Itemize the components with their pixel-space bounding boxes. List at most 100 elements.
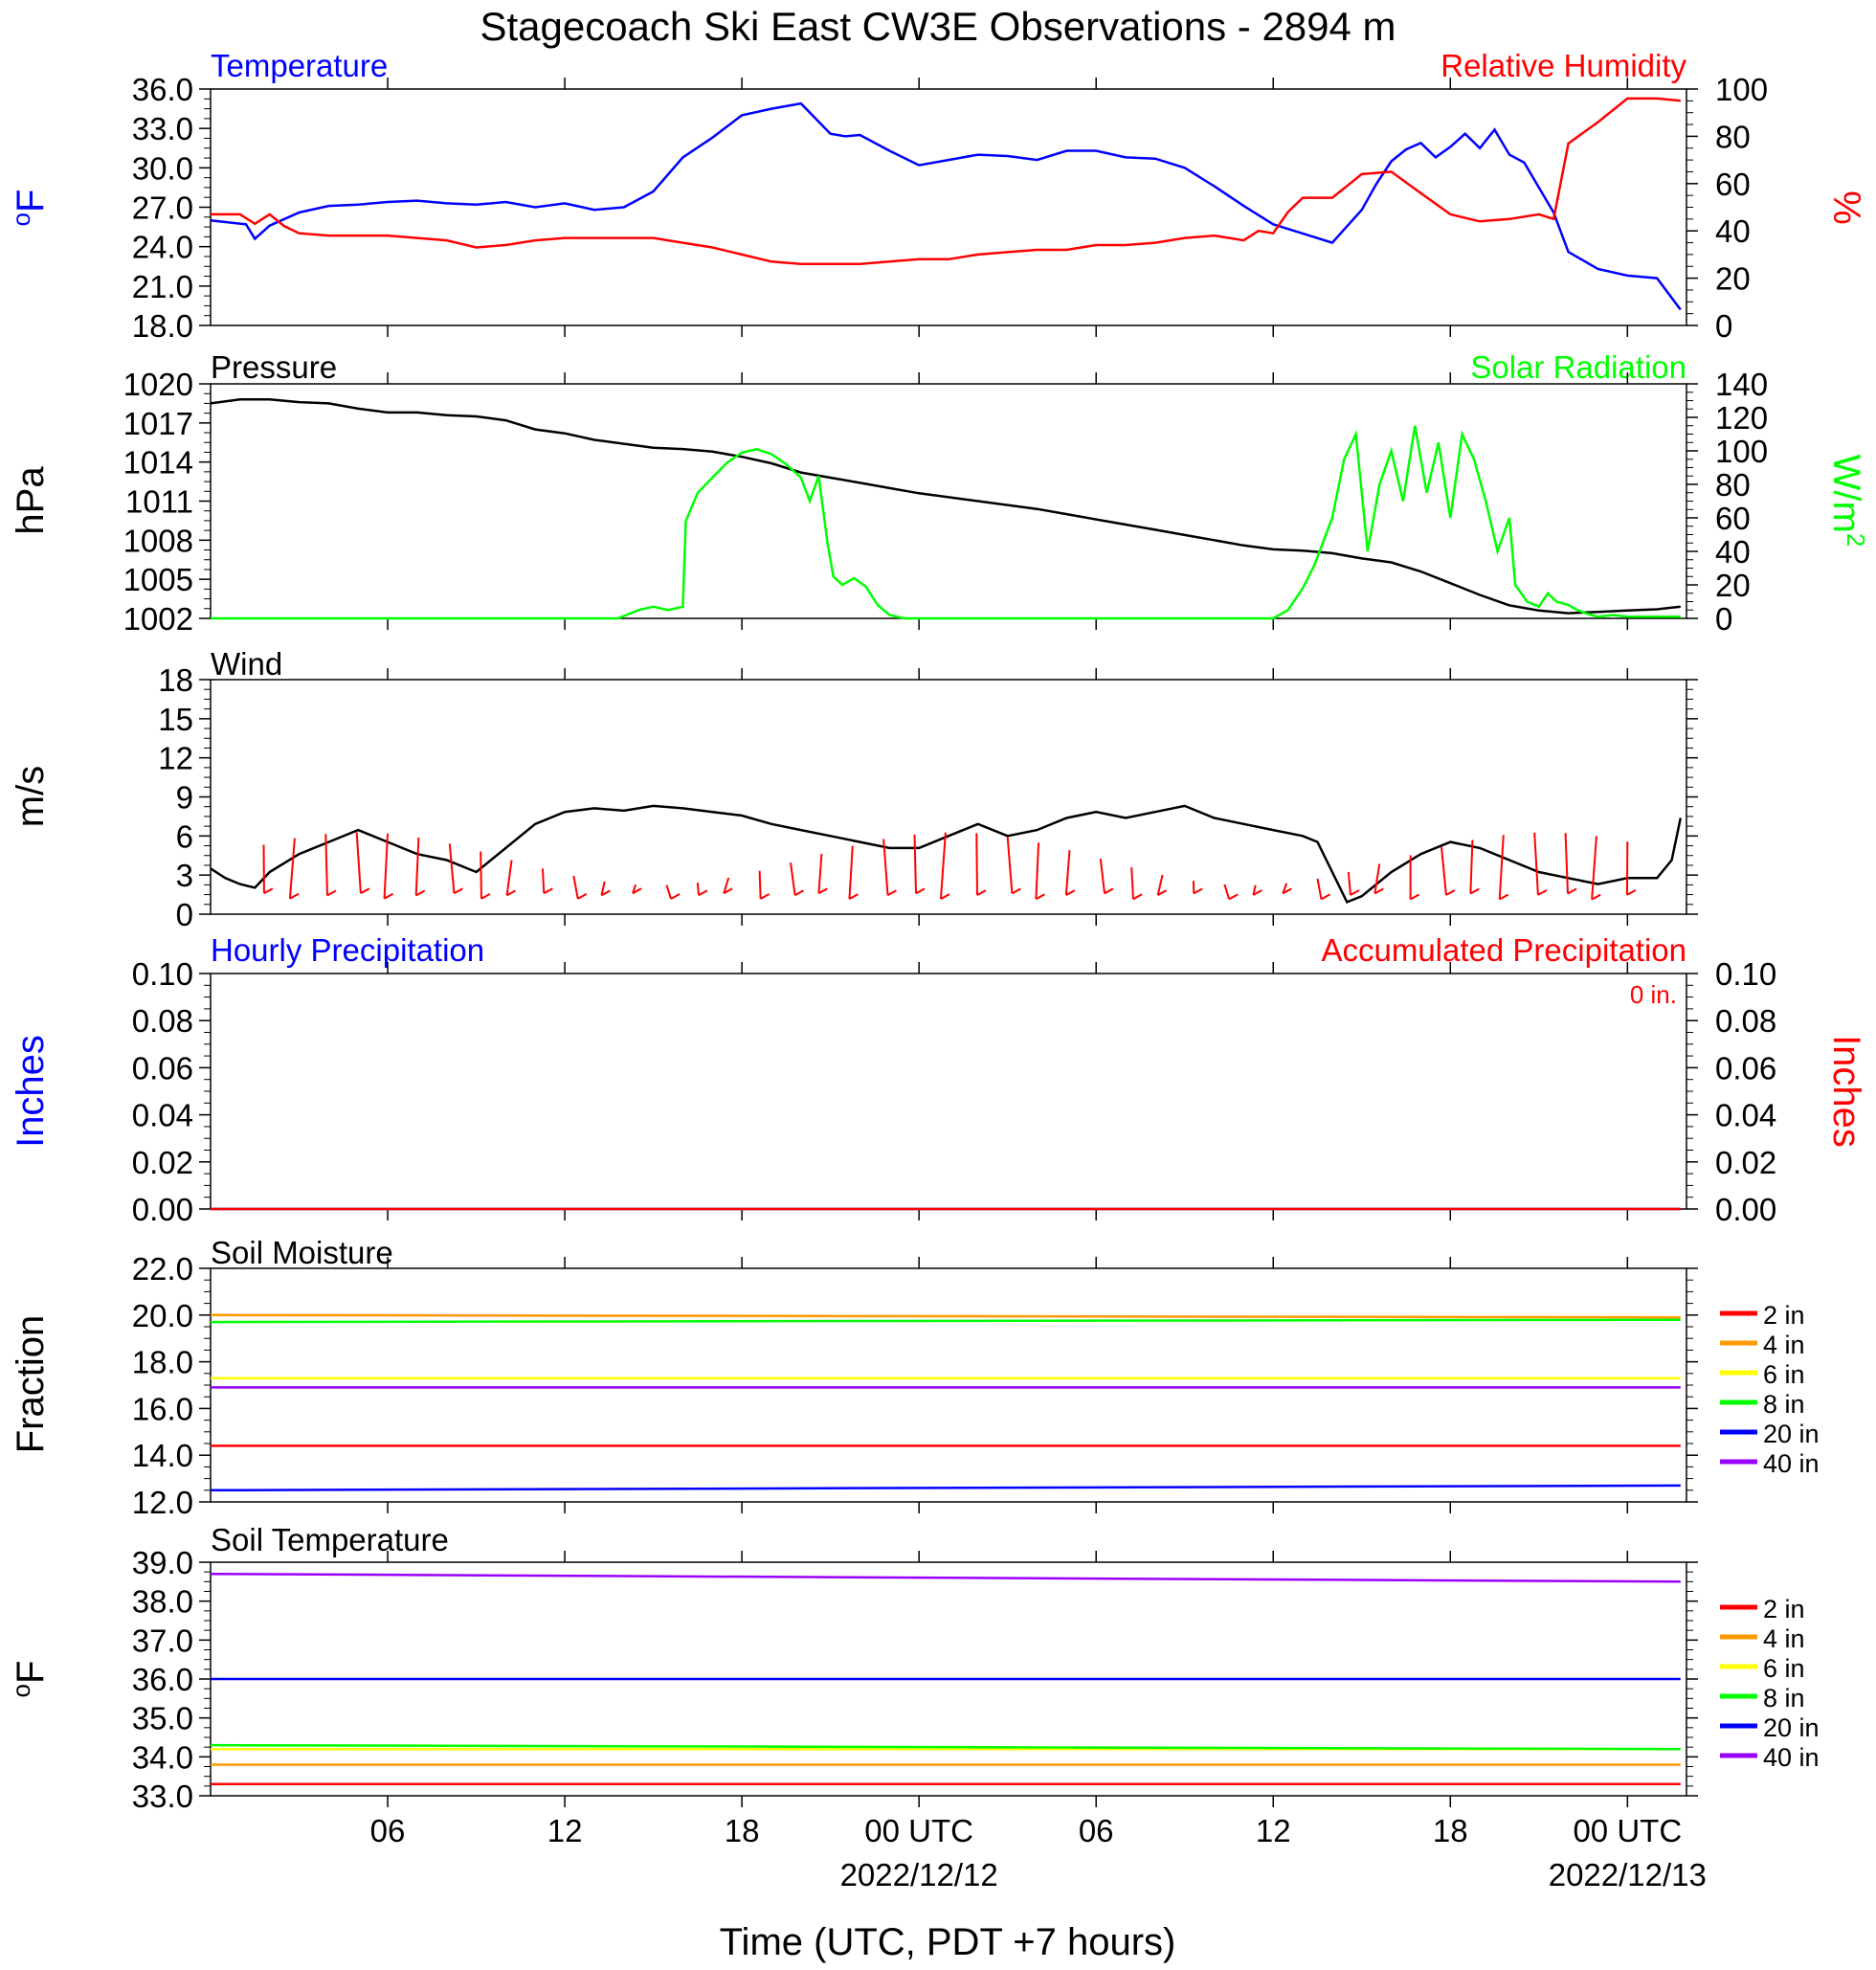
press-y-tick-label: 1005	[123, 562, 193, 597]
precip-y-tick-label: 0.02	[132, 1145, 193, 1180]
wind-barb-flag	[1445, 889, 1456, 896]
wind-barb-flag	[723, 887, 733, 895]
soilm-legend-label: 2 in	[1763, 1301, 1805, 1330]
soilt-y-tick-label: 34.0	[132, 1739, 193, 1775]
wind-barb	[939, 832, 947, 900]
soilm-y-tick-label: 12.0	[132, 1485, 193, 1520]
press-y2-tick-label: 140	[1715, 367, 1768, 402]
wind-barb-flag	[915, 887, 926, 895]
temp-series-temperature	[210, 101, 1682, 311]
wind-barb-flag	[289, 892, 300, 900]
temp-y-tick-label: 24.0	[132, 230, 193, 265]
wind-y-tick-label: 18	[158, 662, 193, 698]
wind-barb-flag	[1011, 887, 1021, 895]
press-y2-tick-label: 20	[1715, 568, 1751, 603]
wind-barb	[882, 839, 889, 896]
wind-barb	[572, 875, 579, 900]
wind-barb	[288, 838, 296, 899]
precip-y-tick-label: 0.08	[132, 1003, 193, 1039]
soilt-legend-label: 8 in	[1763, 1684, 1805, 1713]
temp-y2-tick-label: 60	[1715, 167, 1751, 202]
precip-y2-tick-label: 0.06	[1715, 1050, 1776, 1086]
x-tick-label: 00 UTC	[864, 1813, 973, 1848]
temp-left-title: Temperature	[211, 48, 388, 83]
soilm-frame	[210, 1267, 1687, 1503]
wind-y-label: m/s	[10, 766, 52, 827]
wind-y-tick-label: 0	[176, 897, 193, 932]
wind-barb	[505, 860, 513, 896]
wind-y-tick-label: 12	[158, 741, 193, 776]
wind-barb-flag	[1320, 893, 1330, 901]
wind-barb-flag	[1410, 893, 1420, 901]
soilt-y-tick-label: 37.0	[132, 1623, 193, 1658]
x-tick-label: 12	[547, 1813, 583, 1848]
soilm-y-tick-label: 22.0	[132, 1251, 193, 1287]
temp-y-tick-label: 27.0	[132, 190, 193, 226]
soilm-legend-label: 40 in	[1763, 1449, 1820, 1478]
soilt-legend-label: 6 in	[1763, 1654, 1805, 1683]
soilm-legend-label: 4 in	[1763, 1331, 1805, 1359]
precip-y2-tick-label: 0.00	[1715, 1192, 1776, 1227]
soilt-y-tick-label: 36.0	[132, 1662, 193, 1697]
soilt-y-tick-label: 39.0	[132, 1545, 193, 1580]
wind-barb-flag	[1626, 888, 1637, 896]
soilt-legend-label: 20 in	[1763, 1713, 1820, 1742]
chart-marks: 36.033.030.027.024.021.018.0100806040200…	[123, 72, 1820, 1892]
wind-barb-flag	[415, 889, 426, 897]
press-frame	[210, 383, 1687, 619]
soilt-y-tick-label: 33.0	[132, 1779, 193, 1814]
soilm-legend-label: 8 in	[1763, 1390, 1805, 1419]
wind-barb	[632, 884, 637, 894]
wind-barb-flag	[1567, 887, 1577, 895]
temp-series-relative-humidity	[211, 97, 1681, 266]
wind-barb-flag	[384, 892, 394, 900]
wind-barb-flag	[1228, 893, 1239, 901]
wind-series-wind	[210, 804, 1683, 904]
wind-barb	[355, 832, 362, 894]
wind-barb-flag	[577, 893, 588, 900]
precip-y2-tick-label: 0.10	[1715, 956, 1776, 992]
soilm-y-label: Fraction	[10, 1315, 52, 1454]
x-tick-label: 12	[1256, 1813, 1291, 1848]
wind-barb-flag	[1374, 887, 1384, 895]
wind-barb	[1533, 832, 1539, 895]
soilm-series-8-in	[210, 1318, 1681, 1324]
soilt-series-8-in	[210, 1743, 1681, 1751]
press-y2-tick-label: 0	[1715, 601, 1732, 637]
x-tick-label: 00 UTC	[1573, 1813, 1682, 1848]
wind-barb	[1316, 878, 1323, 900]
temp-y2-tick-label: 100	[1715, 72, 1768, 107]
wind-barb	[790, 862, 796, 896]
precip-total: 0 in.	[1630, 980, 1677, 1009]
precip-y2-tick-label: 0.04	[1715, 1098, 1776, 1133]
wind-barb	[975, 833, 978, 896]
press-y-tick-label: 1002	[123, 601, 193, 637]
wind-barb-flag	[1132, 893, 1143, 901]
wind-barb-flag	[1537, 889, 1548, 896]
wind-barb-flag	[453, 887, 463, 895]
soilt-series-40-in	[210, 1572, 1681, 1583]
press-y-tick-label: 1020	[123, 367, 193, 402]
wind-left-title: Wind	[211, 646, 282, 682]
wind-y-tick-label: 6	[176, 818, 193, 854]
wind-barb	[1252, 884, 1257, 896]
wind-barb-flag	[1591, 893, 1601, 901]
press-y2-tick-label: 100	[1715, 434, 1768, 469]
wind-barb	[1498, 835, 1505, 900]
wind-barb-flag	[506, 889, 517, 897]
soilm-legend-label: 6 in	[1763, 1360, 1805, 1389]
wind-barb-flag	[480, 892, 491, 900]
temp-frame	[210, 88, 1687, 326]
wind-barb-flag	[1469, 887, 1480, 895]
wind-barb-flag	[976, 889, 987, 897]
wind-barb	[480, 851, 482, 899]
soilt-legend-label: 2 in	[1763, 1595, 1805, 1623]
press-left-title: Pressure	[211, 349, 337, 385]
press-y-label: hPa	[10, 466, 52, 535]
press-y2-tick-label: 80	[1715, 467, 1751, 503]
wind-barb	[1099, 859, 1106, 894]
wind-barb	[1374, 863, 1381, 894]
wind-barb	[1156, 874, 1164, 896]
press-series-pressure	[210, 398, 1681, 615]
